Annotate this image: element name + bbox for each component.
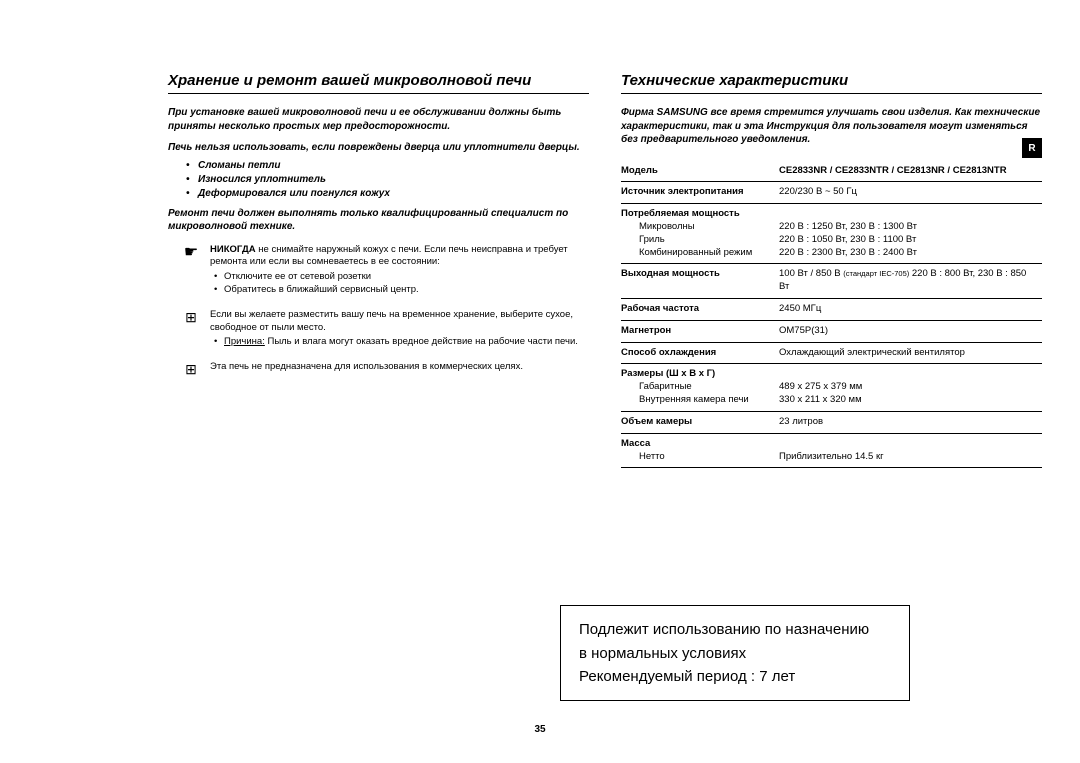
spec-value-cell: 23 литров — [779, 411, 1042, 433]
hand-icon: ☛ — [182, 244, 200, 297]
note-body: НИКОГДА не снимайте наружный кожух с печ… — [210, 244, 589, 297]
spec-value-cell: CE2833NR / CE2833NTR / CE2813NR / CE2813… — [779, 161, 1042, 182]
spec-row: Выходная мощность100 Вт / 850 В (стандар… — [621, 264, 1042, 299]
spec-label-cell: Магнетрон — [621, 320, 779, 342]
spec-value-cell: 220/230 В ~ 50 Гц — [779, 182, 1042, 204]
note-icon: ⊞ — [182, 309, 200, 349]
spec-row: Размеры (Ш x В x Г)ГабаритныеВнутренняя … — [621, 364, 1042, 411]
right-column: Технические характеристики Фирма SAMSUNG… — [621, 72, 1042, 468]
spec-row: МодельCE2833NR / CE2833NTR / CE2813NR / … — [621, 161, 1042, 182]
right-section-title: Технические характеристики — [621, 72, 1042, 94]
usage-line: Рекомендуемый период : 7 лет — [579, 665, 891, 688]
reason-label: Причина: — [224, 336, 265, 347]
note-block-1: ☛ НИКОГДА не снимайте наружный кожух с п… — [182, 244, 589, 297]
spec-label-cell: Выходная мощность — [621, 264, 779, 299]
usage-line: Подлежит использованию по назначению — [579, 618, 891, 641]
spec-label-cell: МассаНетто — [621, 433, 779, 468]
page-number: 35 — [0, 724, 1080, 735]
spec-value-cell: 100 Вт / 850 В (стандарт IEC-705) 220 В … — [779, 264, 1042, 299]
storage-lead: Если вы желаете разместить вашу печь на … — [210, 309, 589, 335]
never-label: НИКОГДА — [210, 244, 256, 255]
left-column: Хранение и ремонт вашей микроволновой пе… — [168, 72, 589, 468]
note-icon: ⊞ — [182, 361, 200, 376]
left-section-title: Хранение и ремонт вашей микроволновой пе… — [168, 72, 589, 94]
spec-row: МассаНетто Приблизительно 14.5 кг — [621, 433, 1042, 468]
spec-value-cell: Приблизительно 14.5 кг — [779, 433, 1042, 468]
note-block-3: ⊞ Эта печь не предназначена для использо… — [182, 361, 589, 376]
left-warning: Печь нельзя использовать, если поврежден… — [168, 141, 589, 155]
right-intro: Фирма SAMSUNG все время стремится улучша… — [621, 106, 1042, 147]
spec-value-cell: Охлаждающий электрический вентилятор — [779, 342, 1042, 364]
bullet-item: Деформировался или погнулся кожух — [198, 187, 589, 201]
note-body: Эта печь не предназначена для использова… — [210, 361, 523, 376]
spec-value-cell: 2450 МГц — [779, 299, 1042, 321]
spec-row: Потребляемая мощностьМикроволныГрильКомб… — [621, 204, 1042, 264]
bullet-item: Сломаны петли — [198, 159, 589, 173]
spec-row: Рабочая частота2450 МГц — [621, 299, 1042, 321]
bullet-item: Износился уплотнитель — [198, 173, 589, 187]
spec-row: Объем камеры23 литров — [621, 411, 1042, 433]
spec-label-cell: Источник электропитания — [621, 182, 779, 204]
spec-label-cell: Объем камеры — [621, 411, 779, 433]
spec-label-cell: Потребляемая мощностьМикроволныГрильКомб… — [621, 204, 779, 264]
spec-value-cell: 489 x 275 x 379 мм330 x 211 x 320 мм — [779, 364, 1042, 411]
left-intro: При установке вашей микроволновой печи и… — [168, 106, 589, 133]
never-rest: не снимайте наружный кожух с печи. Если … — [210, 244, 568, 268]
sub-bullet: Отключите ее от сетевой розетки — [224, 271, 589, 284]
spec-table: МодельCE2833NR / CE2833NTR / CE2813NR / … — [621, 161, 1042, 469]
usage-notice-box: Подлежит использованию по назначению в н… — [560, 605, 910, 701]
page-content: Хранение и ремонт вашей микроволновой пе… — [0, 0, 1080, 498]
left-repair-note: Ремонт печи должен выполнять только квал… — [168, 207, 589, 234]
spec-label-cell: Размеры (Ш x В x Г)ГабаритныеВнутренняя … — [621, 364, 779, 411]
spec-label-cell: Рабочая частота — [621, 299, 779, 321]
reason-text: Пыль и влага могут оказать вредное дейст… — [267, 336, 577, 347]
spec-row: Источник электропитания220/230 В ~ 50 Гц — [621, 182, 1042, 204]
spec-label-cell: Модель — [621, 161, 779, 182]
spec-row: МагнетронOM75P(31) — [621, 320, 1042, 342]
spec-label-cell: Способ охлаждения — [621, 342, 779, 364]
spec-value-cell: OM75P(31) — [779, 320, 1042, 342]
spec-value-cell: 220 В : 1250 Вт, 230 В : 1300 Вт220 В : … — [779, 204, 1042, 264]
usage-line: в нормальных условиях — [579, 642, 891, 665]
note-block-2: ⊞ Если вы желаете разместить вашу печь н… — [182, 309, 589, 349]
left-bullets: Сломаны петли Износился уплотнитель Дефо… — [198, 159, 589, 201]
spec-row: Способ охлажденияОхлаждающий электрическ… — [621, 342, 1042, 364]
sub-bullet: Обратитесь в ближайший сервисный центр. — [224, 284, 589, 297]
commercial-note: Эта печь не предназначена для использова… — [210, 361, 523, 374]
note-body: Если вы желаете разместить вашу печь на … — [210, 309, 589, 349]
